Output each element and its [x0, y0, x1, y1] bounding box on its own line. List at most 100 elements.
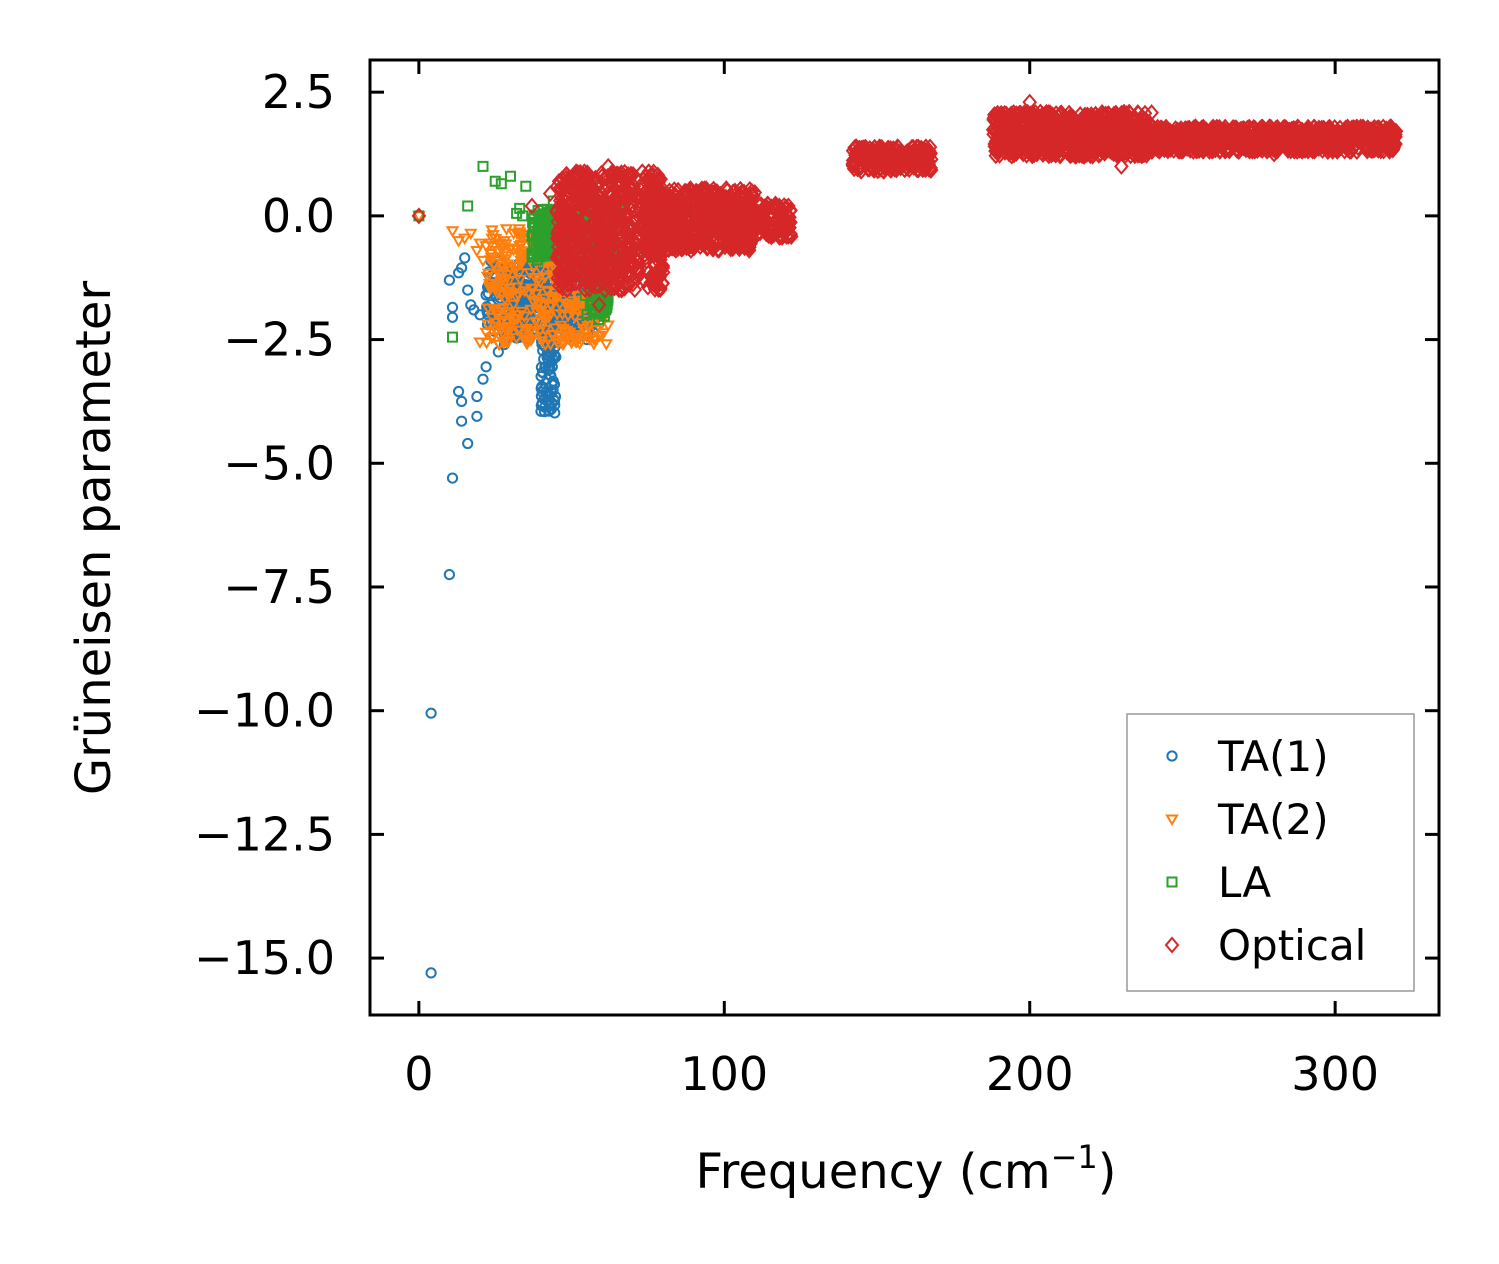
data-point — [1035, 105, 1050, 124]
data-point — [610, 178, 626, 196]
data-point — [1076, 139, 1092, 157]
data-point — [477, 373, 489, 385]
x-tick-label: 200 — [986, 1047, 1074, 1101]
data-point — [514, 255, 528, 268]
data-point — [1338, 119, 1354, 137]
data-point — [597, 281, 613, 299]
data-point — [1023, 105, 1038, 123]
data-point — [1006, 144, 1022, 162]
data-point — [1110, 146, 1126, 164]
data-point — [656, 235, 672, 253]
data-point — [1058, 129, 1074, 147]
x-tick-label: 300 — [1291, 1047, 1379, 1101]
data-point — [485, 225, 499, 237]
data-point — [565, 307, 580, 319]
data-point — [538, 235, 550, 247]
data-point — [1114, 157, 1129, 175]
data-point — [585, 222, 601, 240]
data-point — [425, 967, 437, 979]
data-point — [1114, 120, 1130, 138]
y-tick-label: −12.5 — [194, 807, 335, 861]
legend-label: TA(1) — [1217, 732, 1329, 781]
data-point — [1046, 141, 1062, 159]
data-point — [446, 311, 459, 323]
data-point — [588, 261, 604, 279]
data-point — [588, 335, 603, 347]
data-point — [586, 204, 602, 222]
data-point — [517, 210, 529, 222]
data-point — [519, 332, 533, 345]
data-point — [620, 189, 635, 207]
data-point — [491, 310, 506, 322]
axis-ticks: 0 100 200 3002.50.0−2.5−5.0−7.5−10.0−12.5−1… — [194, 60, 1439, 1101]
data-point — [513, 274, 527, 287]
data-point — [477, 160, 489, 172]
data-point — [1315, 138, 1331, 156]
data-point — [1372, 139, 1388, 158]
legend-item: TA(1) — [1166, 732, 1329, 781]
data-point — [919, 151, 934, 169]
data-point — [647, 181, 663, 199]
legend-label: TA(2) — [1217, 795, 1329, 844]
data-point — [1055, 127, 1070, 145]
legend-item: TA(2) — [1165, 795, 1329, 844]
data-point — [614, 239, 629, 258]
y-tick-label: −15.0 — [194, 931, 335, 985]
y-tick-label: −7.5 — [223, 560, 335, 614]
data-point — [611, 262, 626, 281]
data-point — [1044, 124, 1059, 142]
data-point — [558, 334, 573, 347]
legend-label: LA — [1218, 858, 1271, 907]
data-point — [570, 332, 585, 345]
data-point — [566, 224, 582, 243]
data-point — [535, 405, 547, 417]
data-point — [1288, 124, 1304, 142]
data-point — [576, 323, 590, 336]
data-point — [538, 272, 552, 284]
data-point — [550, 309, 564, 321]
data-point — [1236, 133, 1251, 151]
data-point — [571, 186, 586, 204]
y-tick-label: 0.0 — [262, 189, 335, 243]
data-point — [885, 140, 901, 158]
data-point — [1354, 123, 1370, 141]
data-point — [1120, 142, 1136, 160]
data-point — [456, 395, 468, 407]
data-point — [653, 170, 669, 188]
data-point — [610, 217, 626, 235]
data-point — [589, 186, 604, 204]
data-point — [560, 327, 575, 340]
data-point — [554, 212, 570, 230]
data-point — [462, 200, 474, 212]
data-point — [1343, 142, 1359, 160]
y-axis-label: Grüneisen parameter — [66, 281, 122, 796]
data-point — [457, 233, 472, 246]
data-point — [1339, 140, 1355, 158]
data-point — [459, 252, 471, 264]
data-point — [1254, 118, 1270, 136]
data-point — [489, 175, 501, 187]
data-point — [625, 237, 641, 255]
data-point — [1041, 147, 1057, 165]
data-point — [688, 195, 704, 213]
data-point — [531, 317, 546, 329]
data-point — [780, 217, 796, 236]
data-point — [480, 361, 492, 373]
data-point — [686, 219, 702, 237]
plot-area — [411, 93, 1404, 979]
data-point — [526, 295, 540, 308]
data-point — [542, 185, 558, 203]
data-point — [624, 220, 640, 238]
data-point — [528, 273, 543, 285]
data-point — [595, 198, 611, 217]
data-point — [577, 280, 593, 299]
data-point — [1063, 146, 1079, 164]
data-point — [708, 199, 724, 217]
data-point — [508, 265, 522, 277]
data-point — [613, 172, 628, 190]
data-point — [1066, 127, 1082, 145]
legend-marker — [1166, 750, 1178, 762]
data-point — [623, 246, 639, 264]
plot-frame — [368, 58, 1441, 1017]
